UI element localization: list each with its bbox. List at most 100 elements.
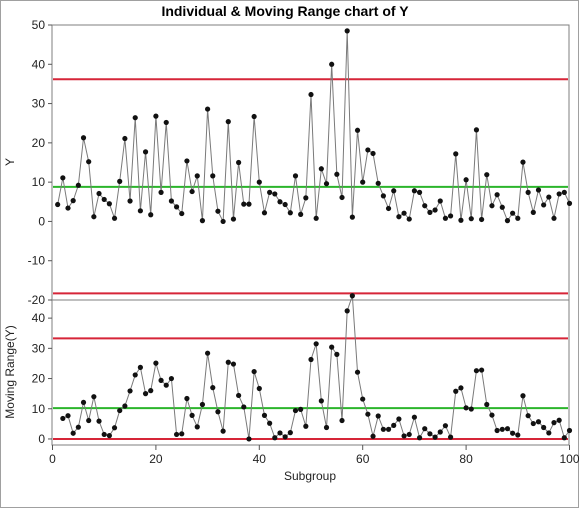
ind-y-tick-label: 0: [38, 214, 45, 228]
ind-data-point: [453, 151, 459, 157]
mr-data-point: [65, 413, 71, 419]
mr-data-point: [246, 436, 252, 442]
ind-data-point: [91, 214, 97, 220]
mr-data-point: [142, 391, 149, 397]
mr-data-point: [458, 385, 464, 391]
mr-data-point: [479, 367, 485, 373]
mr-data-point: [546, 430, 552, 436]
mr-data-point: [401, 433, 407, 439]
ind-data-point: [422, 203, 428, 209]
ind-data-point: [96, 190, 102, 197]
mr-data-point: [272, 435, 278, 441]
ind-data-point: [530, 209, 536, 215]
x-tick-label: 0: [49, 452, 56, 466]
ind-data-point: [416, 189, 423, 195]
mr-data-point: [251, 368, 257, 375]
ind-data-point: [60, 175, 66, 181]
mr-data-point: [468, 406, 474, 412]
mr-data-point: [323, 424, 330, 431]
ind-data-point: [396, 214, 402, 220]
mr-data-point: [535, 419, 542, 425]
mr-data-point: [189, 412, 195, 418]
ind-data-point: [298, 211, 304, 217]
mr-data-point: [230, 361, 237, 367]
ind-data-point: [411, 188, 417, 194]
ind-data-point: [163, 119, 169, 126]
ind-data-point: [349, 214, 355, 220]
mr-data-point: [127, 388, 133, 394]
mr-data-point: [106, 433, 112, 439]
ind-data-point: [168, 198, 175, 204]
ind-data-point: [117, 178, 123, 184]
mr-data-point: [122, 403, 128, 409]
ind-data-point: [261, 210, 268, 216]
ind-data-point: [220, 218, 226, 225]
mr-data-point: [396, 416, 402, 422]
ind-data-point: [360, 179, 366, 185]
mr-data-point: [261, 412, 268, 418]
ind-data-point: [556, 191, 562, 197]
ind-data-point: [287, 210, 293, 216]
x-tick-label: 60: [356, 452, 370, 466]
ind-data-point: [551, 215, 557, 221]
ind-data-point: [199, 218, 206, 224]
mr-data-point: [354, 369, 361, 375]
moving-range-plot-area: [51, 299, 570, 446]
ind-data-point: [236, 159, 242, 166]
ind-data-point: [313, 215, 319, 221]
mr-data-point: [282, 434, 288, 440]
mr-data-point: [385, 426, 392, 432]
ind-data-point: [230, 216, 237, 222]
ind-data-point: [256, 179, 262, 185]
ind-data-point: [504, 218, 511, 224]
mr-data-point: [236, 392, 242, 399]
mr-data-point: [168, 375, 175, 382]
ind-data-point: [432, 207, 438, 213]
ind-data-point: [210, 173, 216, 179]
ind-series-line: [57, 30, 570, 224]
ind-data-point: [205, 106, 211, 112]
mr-data-point: [210, 385, 216, 391]
mr-data-point: [349, 293, 355, 299]
ind-data-point: [515, 215, 521, 221]
ind-data-point: [189, 188, 195, 195]
mr-data-point: [163, 382, 169, 388]
mr-data-point: [453, 388, 459, 394]
ind-data-point: [122, 135, 128, 142]
ind-data-point: [215, 208, 221, 214]
ind-data-point: [111, 215, 118, 221]
mr-data-point: [499, 426, 505, 432]
mr-data-point: [510, 430, 516, 436]
x-axis-label: Subgroup: [284, 469, 336, 483]
mr-data-point: [179, 431, 185, 437]
ind-data-point: [370, 150, 376, 157]
mr-data-point: [220, 428, 226, 434]
mr-data-point: [530, 420, 536, 427]
mr-data-point: [298, 406, 304, 412]
ind-data-point: [541, 202, 547, 208]
ind-data-point: [272, 191, 278, 197]
ind-data-point: [525, 189, 531, 195]
mr-data-point: [473, 368, 480, 374]
ind-data-point: [520, 159, 526, 165]
mr-data-point: [427, 431, 433, 437]
ind-data-point: [292, 173, 299, 179]
mr-y-tick-label: 10: [32, 402, 46, 416]
ind-data-point: [406, 216, 412, 222]
mr-data-point: [504, 426, 511, 432]
mr-data-point: [406, 431, 412, 438]
individual-plot-area: [51, 24, 570, 301]
mr-data-point: [365, 411, 371, 417]
mr-data-point: [91, 394, 97, 400]
ind-data-point: [318, 166, 324, 172]
ind-data-point: [225, 119, 231, 125]
mr-data-point: [287, 430, 293, 436]
mr-data-point: [194, 424, 200, 430]
mr-data-point: [447, 434, 454, 440]
mr-data-point: [137, 364, 143, 370]
ind-data-point: [437, 198, 443, 204]
ind-data-point: [546, 194, 552, 200]
x-tick-label: 80: [459, 452, 473, 466]
mr-data-point: [422, 426, 428, 432]
mr-data-point: [442, 423, 449, 429]
